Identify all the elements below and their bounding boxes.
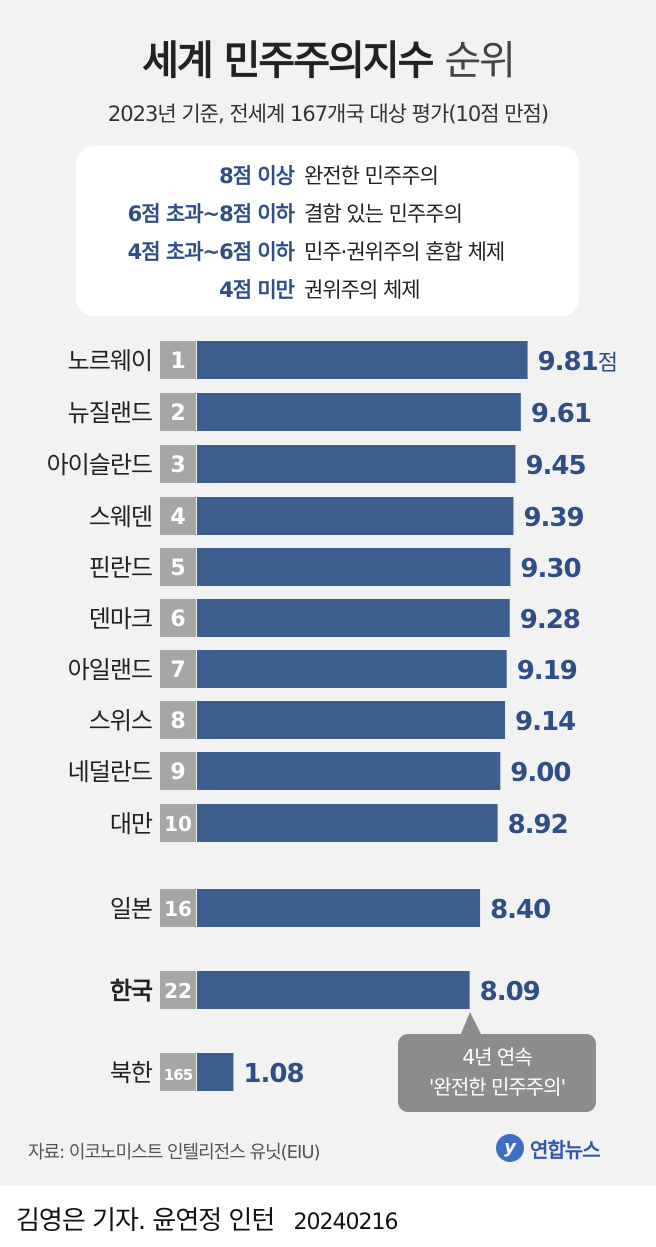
brand-mark-icon: y xyxy=(496,1134,524,1162)
rank-box xyxy=(160,701,196,739)
bar xyxy=(197,804,498,842)
rank-label: 16 xyxy=(164,897,192,921)
callout-line1: 4년 연속 xyxy=(462,1045,532,1069)
country-label: 한국 xyxy=(110,977,153,1005)
rank-label: 5 xyxy=(170,556,185,581)
bar xyxy=(197,497,514,535)
legend-desc: 민주·권위주의 혼합 체제 xyxy=(304,240,505,264)
rank-box xyxy=(160,548,196,586)
rank-box xyxy=(160,650,196,688)
rank-label: 10 xyxy=(164,812,192,836)
source-note: 자료: 이코노미스트 인텔리전스 유닛(EIU) xyxy=(28,1142,321,1163)
value-label: 9.00 xyxy=(510,758,570,788)
value-label: 9.19 xyxy=(517,656,577,686)
bar xyxy=(197,341,528,379)
country-label: 북한 xyxy=(110,1059,153,1087)
callout-line2: '완전한 민주주의' xyxy=(428,1075,566,1099)
country-label: 네덜란드 xyxy=(68,758,152,786)
legend-key: 8점 이상 xyxy=(219,164,295,188)
country-label: 스웨덴 xyxy=(89,503,152,531)
value-label: 8.09 xyxy=(480,977,540,1007)
credit-date: 20240216 xyxy=(293,1210,399,1235)
callout-box: 4년 연속 '완전한 민주주의' xyxy=(398,1034,596,1112)
bar xyxy=(197,752,501,790)
credit-bar: 김영은 기자. 윤연정 인턴 20240216 xyxy=(0,1186,656,1247)
rank-label: 9 xyxy=(170,760,185,785)
country-label: 아이슬란드 xyxy=(47,451,152,479)
bar xyxy=(197,889,481,927)
credit-line: 김영은 기자. 윤연정 인턴 20240216 xyxy=(16,1200,399,1237)
bar xyxy=(197,445,516,483)
rank-box xyxy=(160,889,196,927)
legend-row: 8점 이상 완전한 민주주의 xyxy=(76,160,579,194)
value-label: 9.28 xyxy=(520,605,580,635)
legend-desc: 권위주의 체제 xyxy=(304,278,421,302)
rank-label: 4 xyxy=(170,505,185,530)
title-light: 순위 xyxy=(444,38,516,84)
legend-row: 4점 초과~6점 이하 민주·권위주의 혼합 체제 xyxy=(76,236,579,270)
title-bold: 세계 민주주의지수 xyxy=(142,38,434,84)
value-label: 9.14 xyxy=(515,707,575,737)
brand-name: 연합뉴스 xyxy=(530,1137,601,1162)
rank-label: 6 xyxy=(170,607,185,632)
bar xyxy=(197,701,506,739)
rank-box xyxy=(160,1053,196,1091)
rank-label: 165 xyxy=(164,1066,193,1084)
legend-box: 8점 이상 완전한 민주주의 6점 초과~8점 이하 결함 있는 민주주의 4점… xyxy=(76,146,579,316)
rank-label: 3 xyxy=(170,453,185,478)
rank-box xyxy=(160,497,196,535)
rank-box xyxy=(160,445,196,483)
country-label: 노르웨이 xyxy=(68,347,152,375)
value-label: 9.30 xyxy=(520,554,580,584)
bar xyxy=(197,971,470,1009)
rank-label: 1 xyxy=(170,349,185,374)
country-label: 덴마크 xyxy=(89,605,152,633)
bar xyxy=(197,1053,234,1091)
country-label: 뉴질랜드 xyxy=(68,399,152,427)
value-label: 9.39 xyxy=(523,503,583,533)
bar xyxy=(197,393,521,431)
rank-label: 8 xyxy=(170,709,185,734)
country-label: 대만 xyxy=(110,810,153,838)
value-label: 9.61 xyxy=(531,399,591,429)
rank-box xyxy=(160,393,196,431)
rank-box xyxy=(160,971,196,1009)
callout-tail xyxy=(460,1012,482,1036)
legend-row: 4점 미만 권위주의 체제 xyxy=(76,274,579,308)
country-label: 스위스 xyxy=(89,707,152,735)
rank-box xyxy=(160,341,196,379)
rank-box xyxy=(160,599,196,637)
brand-logo: y 연합뉴스 xyxy=(496,1128,601,1168)
value-unit: 점 xyxy=(598,351,617,376)
rank-label: 22 xyxy=(164,979,192,1003)
chart-title: 세계 민주주의지수 순위 xyxy=(0,28,656,86)
chart-subtitle: 2023년 기준, 전세계 167개국 대상 평가(10점 만점) xyxy=(107,102,549,126)
credit-text: 김영은 기자. 윤연정 인턴 xyxy=(16,1206,275,1236)
legend-key: 4점 초과~6점 이하 xyxy=(127,240,295,264)
country-label: 일본 xyxy=(110,895,152,923)
value-label: 9.81점 xyxy=(538,347,617,377)
rank-label: 7 xyxy=(170,658,185,683)
rank-label: 2 xyxy=(170,401,185,426)
value-label: 8.40 xyxy=(490,895,550,925)
legend-key: 4점 미만 xyxy=(219,278,295,302)
country-label: 아일랜드 xyxy=(68,656,152,684)
bar xyxy=(197,548,511,586)
legend-row: 6점 초과~8점 이하 결함 있는 민주주의 xyxy=(76,198,579,232)
legend-desc: 결함 있는 민주주의 xyxy=(304,202,463,226)
value-label: 1.08 xyxy=(243,1059,303,1089)
legend-key: 6점 초과~8점 이하 xyxy=(127,202,295,226)
value-label: 8.92 xyxy=(508,810,568,840)
bar xyxy=(197,599,510,637)
country-label: 핀란드 xyxy=(89,554,152,582)
bar xyxy=(197,650,507,688)
rank-box xyxy=(160,804,196,842)
legend-desc: 완전한 민주주의 xyxy=(304,164,439,188)
value-label: 9.45 xyxy=(525,451,585,481)
rank-box xyxy=(160,752,196,790)
